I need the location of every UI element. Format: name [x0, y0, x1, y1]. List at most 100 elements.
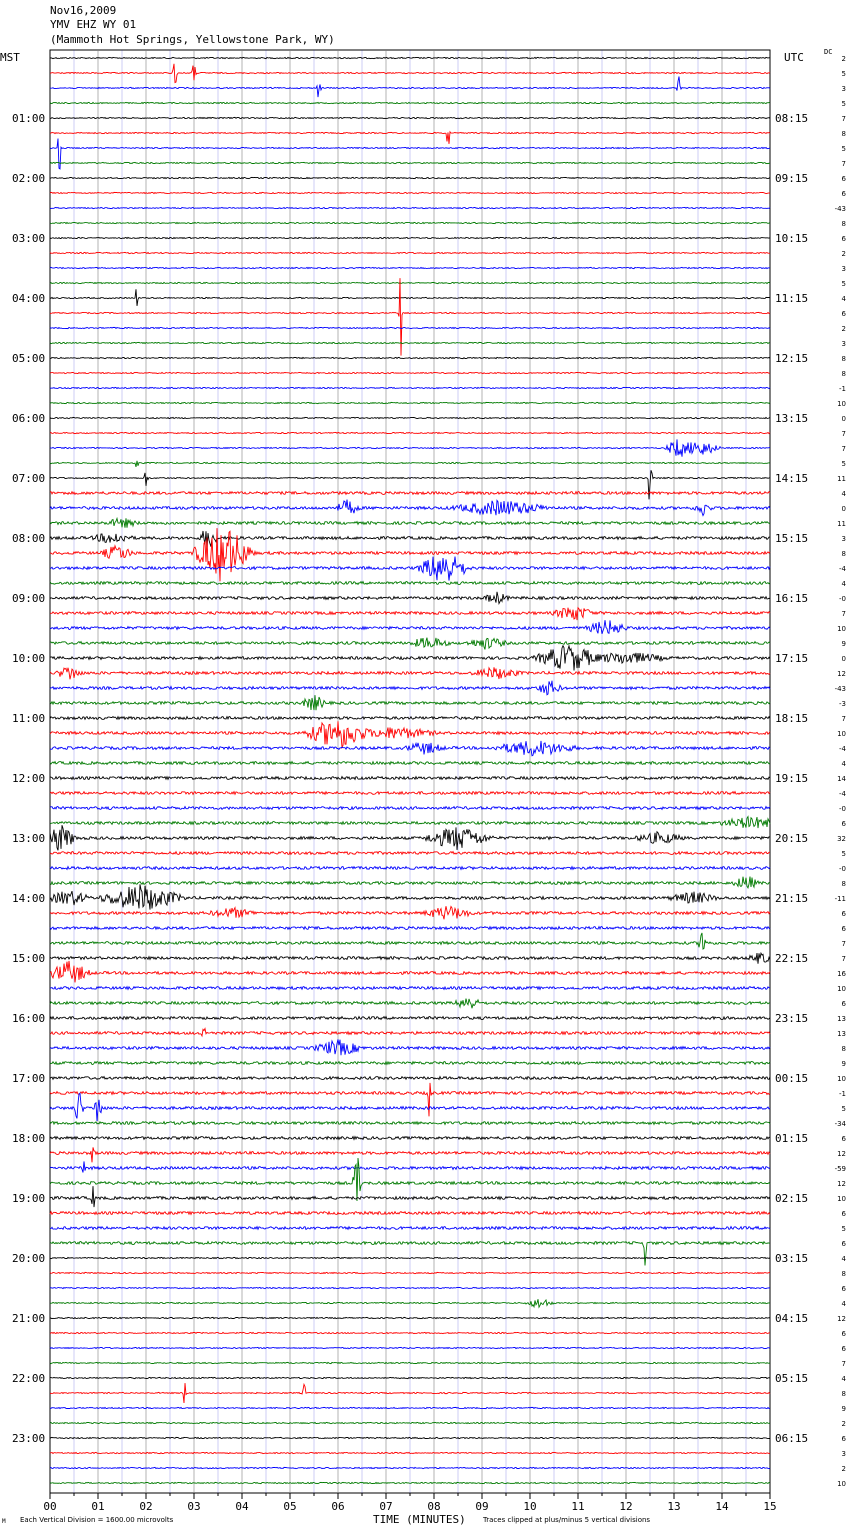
left-hour-label: 16:00: [12, 1012, 45, 1025]
dc-value: 7: [842, 115, 846, 123]
dc-value: 10: [837, 730, 846, 738]
trace-49: [49, 790, 771, 796]
dc-value: 10: [837, 1075, 846, 1083]
trace-22: [49, 386, 771, 390]
dc-value: 2: [842, 1420, 846, 1428]
right-hour-label: 13:15: [775, 412, 808, 425]
trace-26: [49, 439, 771, 457]
trace-37: [49, 606, 771, 621]
trace-84: [49, 1316, 771, 1320]
trace-15: [49, 281, 771, 285]
clip-note: Traces clipped at plus/minus 5 vertical …: [483, 1516, 651, 1524]
right-hour-label: 08:15: [775, 112, 808, 125]
dc-value: 7: [842, 160, 846, 168]
dc-value: 7: [842, 610, 846, 618]
dc-value: 5: [842, 70, 846, 78]
x-tick-label: 13: [667, 1500, 680, 1513]
trace-29: [49, 490, 771, 496]
trace-63: [49, 998, 771, 1009]
trace-80: [49, 1256, 771, 1260]
right-hour-label: 00:15: [775, 1072, 808, 1085]
left-hour-label: 14:00: [12, 892, 45, 905]
trace-10: [49, 206, 771, 210]
dc-value: 8: [842, 130, 846, 138]
trace-4: [49, 116, 771, 120]
left-hour-label: 17:00: [12, 1072, 45, 1085]
trace-35: [49, 580, 771, 586]
trace-2: [50, 76, 771, 98]
dc-value: 2: [842, 55, 846, 63]
dc-value: 7: [842, 430, 846, 438]
right-hour-label: 09:15: [775, 172, 808, 185]
dc-value: 6: [842, 1135, 847, 1143]
dc-value: 6: [842, 1285, 847, 1293]
trace-18: [49, 326, 771, 330]
dc-value: -4: [839, 565, 847, 573]
dc-value: -11: [835, 895, 846, 903]
trace-48: [49, 775, 771, 781]
trace-65: [49, 1027, 771, 1038]
right-hour-label: 14:15: [775, 472, 808, 485]
trace-59: [49, 932, 771, 950]
x-tick-label: 05: [283, 1500, 296, 1513]
dc-value: -0: [839, 865, 846, 873]
right-hour-label: 20:15: [775, 832, 808, 845]
plot-date: Nov16,2009: [50, 4, 117, 17]
dc-value: 4: [842, 295, 847, 303]
trace-11: [49, 221, 771, 225]
x-tick-label: 00: [43, 1500, 56, 1513]
trace-27: [49, 460, 771, 468]
right-hour-label: 18:15: [775, 712, 808, 725]
dc-value: 0: [842, 655, 846, 663]
x-tick-label: 03: [187, 1500, 200, 1513]
right-hour-label: 01:15: [775, 1132, 808, 1145]
trace-16: [49, 289, 771, 306]
trace-20: [49, 356, 771, 360]
trace-60: [49, 951, 771, 964]
trace-0: [49, 56, 771, 60]
corner-mark: M: [2, 1518, 6, 1525]
x-tick-label: 09: [475, 1500, 488, 1513]
right-hour-label: 11:15: [775, 292, 808, 305]
dc-value: 8: [842, 1270, 846, 1278]
left-hour-label: 03:00: [12, 232, 45, 245]
trace-83: [49, 1298, 770, 1309]
left-hour-label: 23:00: [12, 1432, 45, 1445]
trace-95: [49, 1481, 771, 1485]
dc-value: 0: [842, 505, 846, 513]
dc-value: -34: [835, 1120, 847, 1128]
dc-value: -0: [839, 805, 846, 813]
dc-value: 5: [842, 850, 846, 858]
trace-12: [49, 236, 771, 240]
dc-value: 8: [842, 220, 846, 228]
trace-55: [49, 876, 771, 890]
left-hour-label: 18:00: [12, 1132, 45, 1145]
dc-value: 6: [842, 1210, 847, 1218]
left-hour-label: 13:00: [12, 832, 45, 845]
dc-value: 12: [837, 1315, 846, 1323]
dc-value: 10: [837, 400, 846, 408]
trace-7: [49, 161, 770, 165]
dc-value: 6: [842, 175, 847, 183]
trace-28: [49, 470, 771, 500]
trace-53: [49, 850, 770, 856]
left-hour-label: 11:00: [12, 712, 45, 725]
trace-68: [49, 1075, 771, 1081]
dc-value: 6: [842, 1435, 847, 1443]
right-hour-label: 05:15: [775, 1372, 808, 1385]
dc-value: 6: [842, 190, 847, 198]
right-hour-label: 16:15: [775, 592, 808, 605]
right-hour-label: 06:15: [775, 1432, 808, 1445]
dc-value: 13: [837, 1015, 846, 1023]
right-hour-label: 03:15: [775, 1252, 808, 1265]
trace-90: [49, 1406, 771, 1410]
trace-34: [49, 556, 771, 581]
dc-value: -59: [835, 1165, 846, 1173]
left-hour-label: 09:00: [12, 592, 45, 605]
trace-92: [49, 1436, 770, 1440]
trace-91: [49, 1421, 771, 1425]
trace-50: [49, 805, 771, 811]
dc-value: 10: [837, 625, 846, 633]
trace-38: [49, 620, 771, 635]
dc-value: -4: [839, 790, 847, 798]
